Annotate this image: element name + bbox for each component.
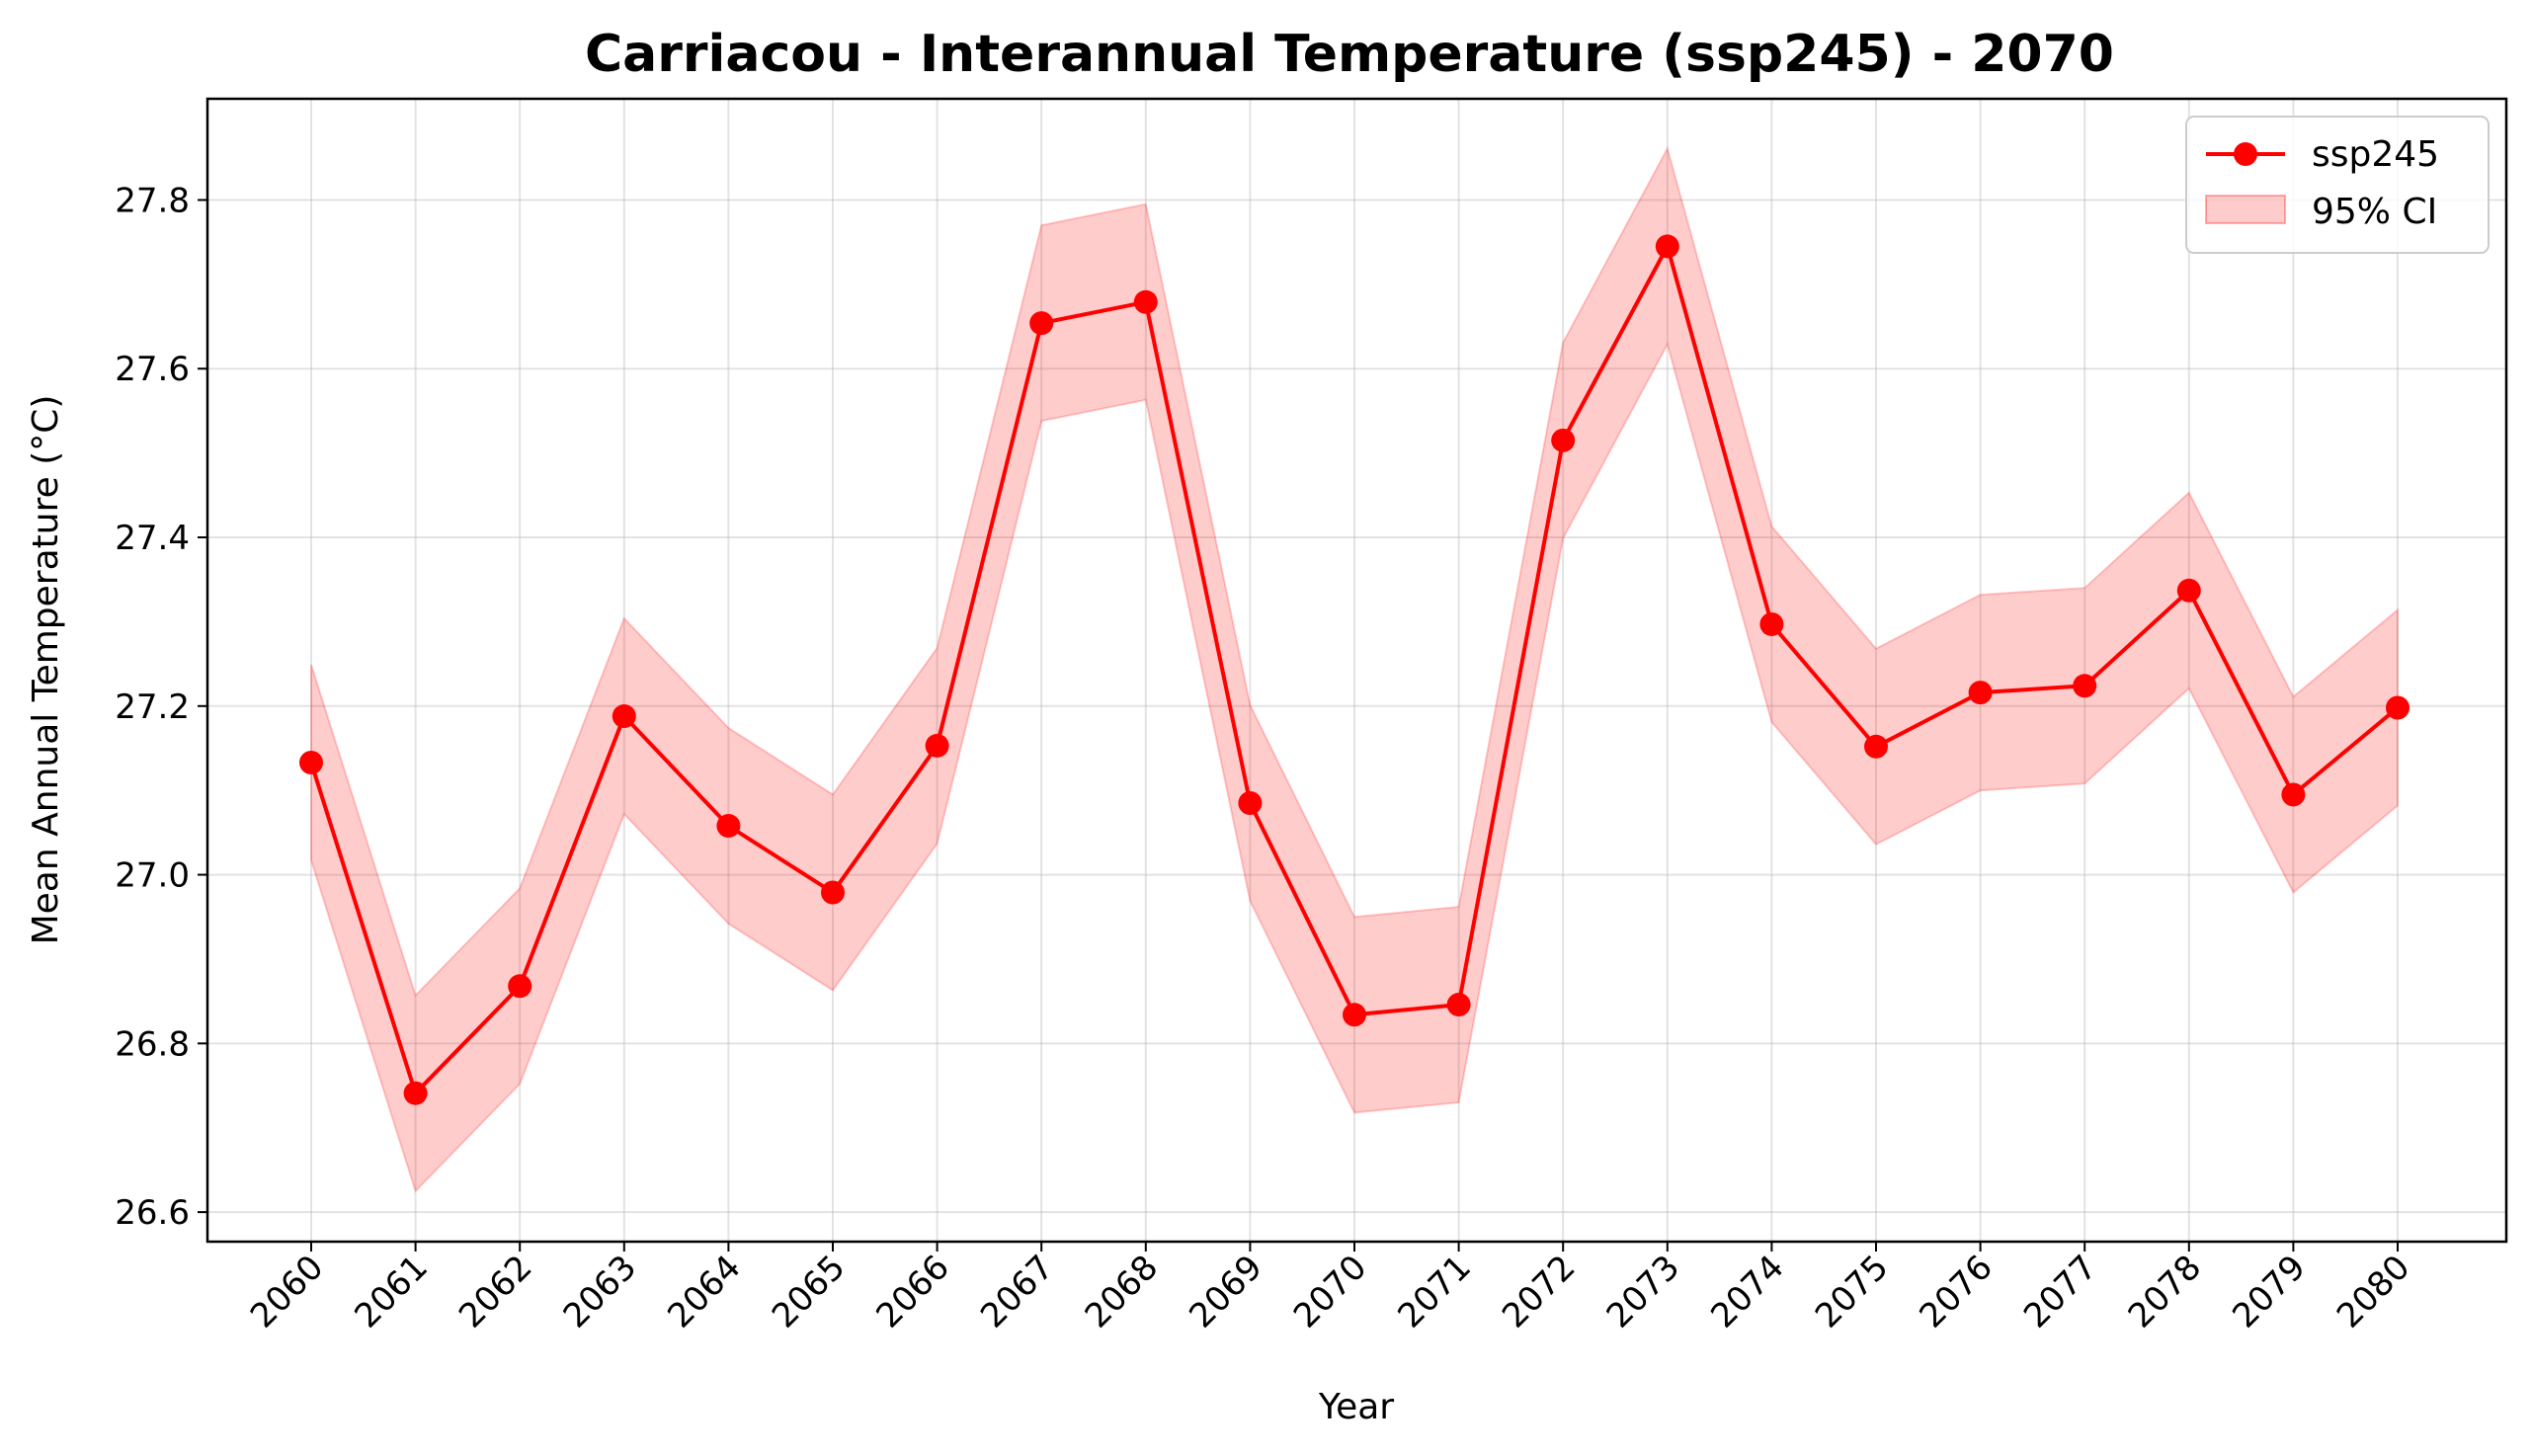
grid [207,99,2506,1242]
legend-label-ci: 95% CI [2312,192,2437,232]
data-point [2176,578,2201,603]
y-tick-label: 27.6 [115,350,190,389]
x-axis-label: Year [1318,1387,1394,1427]
data-point [821,880,845,905]
data-point [2281,782,2306,807]
series-layer [299,234,2409,1105]
legend: ssp245 95% CI [2185,116,2490,254]
confidence-band-layer [310,145,2399,1193]
legend-marker-swatch [2234,142,2257,166]
data-point [925,733,949,758]
data-point [508,974,532,999]
data-point [1655,234,1679,259]
data-point [716,814,741,839]
data-point [1446,993,1471,1017]
data-point [2073,674,2097,698]
y-axis-ticks: 26.6 26.8 27.0 27.2 27.4 27.6 27.8 [115,181,207,1233]
data-point [2386,695,2409,720]
y-tick-label: 27.4 [115,519,190,558]
data-point [1343,1003,1366,1027]
data-point [1864,734,1888,759]
y-tick-label: 27.8 [115,181,190,220]
ci-band [310,145,2399,1193]
data-point [299,750,323,774]
data-point [1759,611,1784,636]
legend-band-swatch [2205,195,2286,224]
legend-frame [2185,116,2490,254]
y-tick-label: 26.8 [115,1024,190,1064]
data-point [1968,681,1993,705]
data-point [612,704,636,729]
legend-label-ssp245: ssp245 [2312,134,2439,175]
data-point [1133,289,1158,314]
data-point [1029,311,1054,336]
y-tick-label: 26.6 [115,1193,190,1233]
y-tick-label: 27.2 [115,688,190,727]
data-point [1551,428,1576,452]
plot-frame [205,97,2508,1244]
chart-title: Carriacou - Interannual Temperature (ssp… [585,25,2114,84]
y-tick-label: 27.0 [115,856,190,896]
y-axis-label: Mean Annual Temperature (°C) [26,395,66,945]
data-point [1238,790,1263,815]
data-point [403,1081,428,1105]
